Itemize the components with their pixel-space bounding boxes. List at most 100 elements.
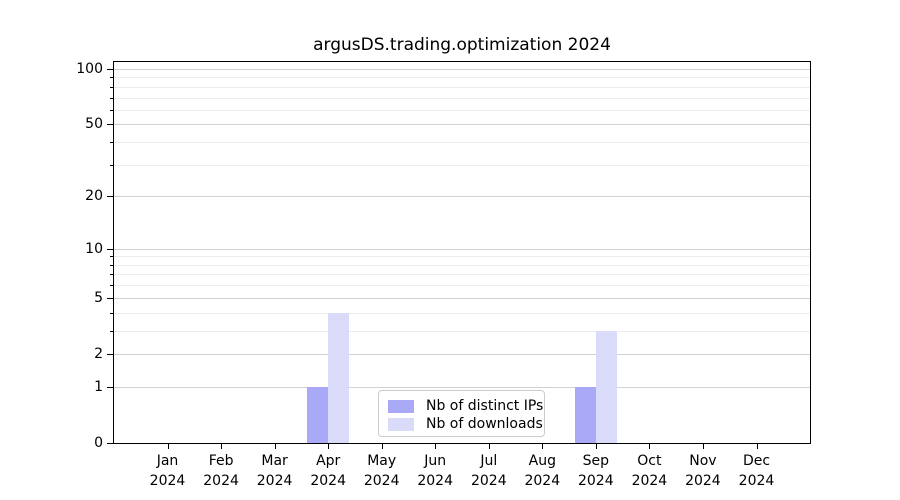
y-minor-tick-30 — [110, 164, 113, 166]
y-tick-label-50: 50 — [85, 116, 103, 133]
y-tick-20 — [107, 196, 113, 198]
y-tick-1 — [107, 386, 113, 388]
y-tick-label-100: 100 — [76, 60, 103, 77]
x-tick-year-jun: 2024 — [417, 473, 453, 489]
legend-swatch-downloads — [388, 417, 414, 431]
y-gridline-minor-8 — [114, 264, 810, 266]
x-tick-month-jul: Jul — [480, 453, 498, 469]
x-tick-month-nov: Nov — [689, 453, 717, 469]
x-tick-label-nov: Nov 2024 — [671, 451, 735, 491]
y-gridline-minor-40 — [114, 142, 810, 143]
x-tick-year-jul: 2024 — [470, 473, 507, 489]
y-tick-10 — [107, 248, 113, 250]
y-gridline-minor-70 — [114, 97, 810, 99]
x-tick-year-feb: 2024 — [203, 473, 239, 489]
y-tick-0 — [107, 443, 113, 444]
y-gridline-minor-3 — [114, 330, 810, 332]
bar-nb-of-downloads-apr — [328, 312, 350, 443]
y-gridline-minor-9 — [114, 256, 810, 258]
x-tick-label-apr: Apr 2024 — [296, 451, 360, 491]
x-tick-label-sep: Sep 2024 — [564, 451, 628, 491]
legend-item-distinct-ips: Nb of distinct IPs — [388, 397, 543, 415]
x-tick-label-jun: Jun 2024 — [403, 451, 467, 491]
y-tick-5 — [107, 297, 113, 299]
x-tick-year-nov: 2024 — [685, 473, 721, 489]
x-tick-label-aug: Aug 2024 — [510, 451, 574, 491]
x-tick-month-apr: Apr — [316, 453, 341, 469]
bar-nb-of-downloads-sep — [595, 330, 617, 443]
y-gridline-major-100 — [114, 68, 810, 70]
y-gridline-minor-7 — [114, 274, 810, 276]
x-tick-oct — [649, 444, 651, 449]
x-tick-month-oct: Oct — [637, 453, 662, 469]
plot-area — [113, 61, 811, 444]
x-tick-year-dec: 2024 — [738, 473, 775, 489]
legend-swatch-distinct-ips — [388, 399, 414, 413]
x-tick-year-aug: 2024 — [524, 473, 561, 489]
x-tick-label-jan: Jan 2024 — [136, 451, 200, 491]
x-tick-month-aug: Aug — [528, 453, 556, 469]
y-gridline-minor-60 — [114, 109, 810, 111]
y-gridline-major-20 — [114, 196, 810, 198]
x-tick-nov — [702, 444, 704, 449]
x-tick-label-mar: Mar 2024 — [243, 451, 307, 491]
x-tick-label-jul: Jul 2024 — [457, 451, 521, 491]
x-tick-month-feb: Feb — [208, 453, 234, 469]
y-gridline-major-10 — [114, 248, 810, 250]
x-tick-year-apr: 2024 — [310, 473, 346, 489]
y-tick-label-1: 1 — [94, 378, 103, 395]
x-tick-year-oct: 2024 — [631, 473, 668, 489]
x-tick-feb — [221, 444, 223, 449]
y-gridline-major-2 — [114, 354, 810, 355]
x-tick-month-jun: Jun — [424, 453, 447, 469]
x-tick-sep — [595, 444, 597, 449]
x-tick-month-mar: Mar — [261, 453, 288, 469]
x-tick-year-may: 2024 — [363, 473, 400, 489]
x-tick-label-dec: Dec 2024 — [725, 451, 789, 491]
x-tick-mar — [274, 444, 276, 449]
legend: Nb of distinct IPs Nb of downloads — [378, 390, 545, 437]
y-gridline-major-1 — [114, 386, 810, 388]
legend-label-distinct-ips: Nb of distinct IPs — [426, 398, 544, 414]
y-gridline-minor-30 — [114, 164, 810, 166]
y-minor-tick-90 — [110, 77, 113, 79]
y-gridline-major-5 — [114, 297, 810, 299]
y-minor-tick-6 — [110, 285, 113, 287]
x-tick-year-mar: 2024 — [256, 473, 293, 489]
x-tick-label-feb: Feb 2024 — [189, 451, 253, 491]
x-tick-month-dec: Dec — [742, 453, 771, 469]
bar-nb-of-distinct-ips-sep — [574, 386, 596, 443]
y-minor-tick-8 — [110, 264, 113, 266]
y-minor-tick-4 — [110, 312, 113, 314]
y-minor-tick-60 — [110, 109, 113, 111]
x-tick-label-oct: Oct 2024 — [617, 451, 681, 491]
y-tick-label-10: 10 — [85, 240, 103, 257]
y-minor-tick-80 — [110, 86, 113, 88]
x-tick-label-may: May 2024 — [350, 451, 414, 491]
y-tick-2 — [107, 354, 113, 355]
x-tick-month-may: May — [367, 453, 397, 469]
y-minor-tick-9 — [110, 256, 113, 258]
x-tick-may — [381, 444, 383, 449]
x-tick-apr — [328, 444, 330, 449]
y-gridline-minor-4 — [114, 312, 810, 314]
y-gridline-minor-6 — [114, 285, 810, 287]
y-tick-label-0: 0 — [94, 435, 103, 451]
y-tick-label-2: 2 — [94, 346, 103, 362]
y-tick-label-5: 5 — [94, 289, 103, 306]
x-tick-year-jan: 2024 — [149, 473, 186, 489]
y-gridline-minor-90 — [114, 77, 810, 79]
y-minor-tick-40 — [110, 142, 113, 143]
legend-label-downloads: Nb of downloads — [426, 416, 543, 432]
chart-title: argusDS.trading.optimization 2024 — [313, 35, 611, 55]
y-minor-tick-70 — [110, 97, 113, 99]
y-minor-tick-7 — [110, 274, 113, 276]
x-tick-jul — [488, 444, 490, 449]
y-tick-100 — [107, 68, 113, 70]
x-tick-aug — [542, 444, 544, 449]
y-gridline-minor-80 — [114, 86, 810, 88]
x-tick-jun — [435, 444, 437, 449]
y-tick-label-20: 20 — [85, 188, 103, 205]
x-tick-year-sep: 2024 — [577, 473, 614, 489]
